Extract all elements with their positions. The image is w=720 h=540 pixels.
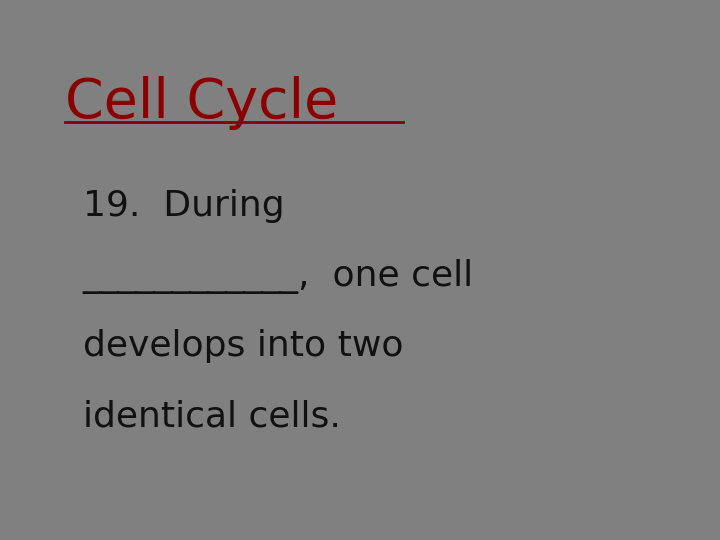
Text: 19.  During: 19. During bbox=[83, 189, 284, 223]
Text: develops into two: develops into two bbox=[83, 329, 403, 363]
Text: identical cells.: identical cells. bbox=[83, 400, 341, 434]
Text: ____________,  one cell: ____________, one cell bbox=[83, 259, 474, 294]
Text: Cell Cycle: Cell Cycle bbox=[65, 76, 338, 130]
